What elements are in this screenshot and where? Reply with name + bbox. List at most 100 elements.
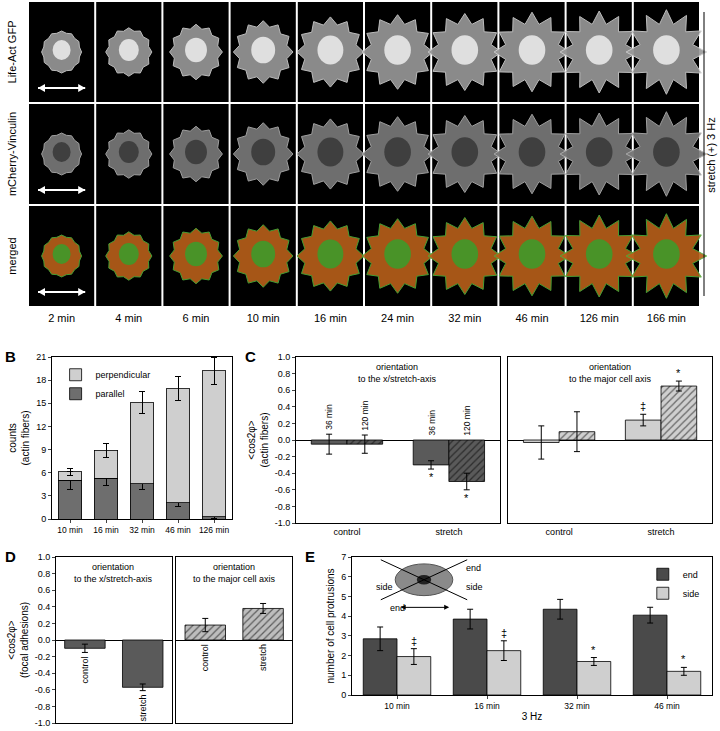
svg-text:merged: merged [6, 237, 18, 274]
svg-text:orientationto the major cell a: orientationto the major cell axis [569, 362, 652, 384]
svg-text:0.0: 0.0 [278, 435, 291, 445]
svg-text:3: 3 [341, 631, 346, 641]
svg-text:side: side [683, 589, 700, 599]
svg-text:A: A [5, 4, 16, 21]
svg-text:12: 12 [36, 422, 46, 432]
svg-text:0: 0 [41, 514, 46, 524]
svg-text:perpendicular: perpendicular [96, 370, 151, 380]
svg-text:stretch: stretch [138, 695, 148, 722]
svg-text:126 min: 126 min [199, 525, 230, 535]
svg-text:stretch (+) 3 Hz: stretch (+) 3 Hz [705, 117, 717, 193]
svg-text:stretch: stretch [258, 644, 268, 671]
svg-text:side: side [466, 582, 483, 592]
svg-text:4: 4 [341, 611, 346, 621]
svg-text:orientationto the x/stretch-ax: orientationto the x/stretch-axis [358, 362, 437, 384]
svg-text:0.8: 0.8 [278, 369, 291, 379]
svg-text:6: 6 [341, 572, 346, 582]
svg-text:120 min: 120 min [462, 405, 472, 436]
svg-text:166 min: 166 min [647, 312, 686, 324]
svg-text:0.6: 0.6 [278, 385, 291, 395]
svg-text:0.2: 0.2 [38, 619, 51, 629]
svg-text:16 min: 16 min [93, 525, 119, 535]
svg-text:10 min: 10 min [247, 312, 280, 324]
svg-text:mCherry-Vinculin: mCherry-Vinculin [6, 112, 18, 196]
svg-text:*: * [681, 653, 686, 665]
svg-text:-0.8: -0.8 [275, 502, 291, 512]
svg-text:5: 5 [341, 592, 346, 602]
svg-text:<cos2φ>(actin fibers): <cos2φ>(actin fibers) [246, 412, 270, 467]
svg-text:-1.0: -1.0 [35, 718, 51, 728]
svg-text:-0.4: -0.4 [35, 668, 51, 678]
svg-text:3 Hz: 3 Hz [522, 711, 543, 722]
svg-text:<cos2φ>(focal adhesions): <cos2φ>(focal adhesions) [6, 602, 30, 678]
svg-text:*: * [429, 471, 434, 483]
svg-text:1: 1 [341, 670, 346, 680]
svg-text:4 min: 4 min [115, 312, 142, 324]
svg-text:46 min: 46 min [515, 312, 548, 324]
svg-text:-0.6: -0.6 [275, 485, 291, 495]
svg-text:36 min: 36 min [427, 410, 437, 436]
svg-text:orientationto the major cell a: orientationto the major cell axis [193, 562, 276, 584]
svg-text:D: D [5, 548, 16, 565]
svg-text:number of cell protrusions: number of cell protrusions [325, 568, 336, 683]
svg-text:0: 0 [341, 690, 346, 700]
svg-text:46 min: 46 min [654, 701, 680, 711]
svg-text:32 min: 32 min [129, 525, 155, 535]
svg-text:10 min: 10 min [57, 525, 83, 535]
svg-text:1.0: 1.0 [278, 352, 291, 362]
svg-text:‡: ‡ [411, 635, 417, 647]
svg-text:control: control [80, 657, 90, 684]
svg-text:-0.4: -0.4 [275, 468, 291, 478]
svg-text:‡: ‡ [640, 400, 646, 412]
svg-text:1.0: 1.0 [38, 552, 51, 562]
svg-text:*: * [676, 367, 681, 379]
svg-text:E: E [305, 548, 315, 565]
svg-text:0.0: 0.0 [38, 635, 51, 645]
svg-text:control: control [546, 527, 573, 537]
svg-text:24 min: 24 min [381, 312, 414, 324]
svg-text:32 min: 32 min [448, 312, 481, 324]
svg-text:‡: ‡ [501, 627, 507, 639]
svg-text:counts(actin fibers): counts(actin fibers) [7, 410, 31, 465]
svg-text:21: 21 [36, 352, 46, 362]
svg-text:stretch: stretch [648, 527, 675, 537]
svg-text:6: 6 [41, 468, 46, 478]
svg-text:*: * [464, 492, 469, 504]
svg-text:15: 15 [36, 398, 46, 408]
svg-text:end: end [683, 570, 698, 580]
svg-text:0.4: 0.4 [278, 402, 291, 412]
svg-text:32 min: 32 min [564, 701, 590, 711]
svg-text:2 min: 2 min [48, 312, 75, 324]
svg-text:control: control [333, 527, 360, 537]
svg-text:7: 7 [341, 552, 346, 562]
svg-text:parallel: parallel [96, 389, 125, 399]
svg-text:126 min: 126 min [580, 312, 619, 324]
svg-text:-0.2: -0.2 [35, 652, 51, 662]
svg-text:orientationto the x/stretch-ax: orientationto the x/stretch-axis [74, 562, 153, 584]
svg-text:0.8: 0.8 [38, 569, 51, 579]
svg-text:36 min: 36 min [324, 404, 334, 430]
svg-text:Life-Act GFP: Life-Act GFP [6, 21, 18, 84]
svg-text:3: 3 [41, 491, 46, 501]
svg-text:2: 2 [341, 651, 346, 661]
svg-text:B: B [5, 348, 16, 365]
svg-text:46 min: 46 min [165, 525, 191, 535]
svg-text:-1.0: -1.0 [275, 518, 291, 528]
svg-text:end: end [466, 563, 481, 573]
svg-text:16 min: 16 min [314, 312, 347, 324]
svg-text:-0.8: -0.8 [35, 702, 51, 712]
svg-text:16 min: 16 min [474, 701, 500, 711]
svg-text:side: side [376, 582, 393, 592]
svg-text:120 min: 120 min [360, 400, 370, 431]
svg-text:18: 18 [36, 375, 46, 385]
svg-text:0.2: 0.2 [278, 419, 291, 429]
svg-text:10 min: 10 min [384, 701, 410, 711]
svg-text:6 min: 6 min [183, 312, 210, 324]
svg-text:control: control [200, 644, 210, 671]
svg-text:end: end [390, 603, 405, 613]
svg-text:0.4: 0.4 [38, 602, 51, 612]
svg-text:9: 9 [41, 445, 46, 455]
svg-text:stretch: stretch [435, 527, 462, 537]
svg-text:*: * [591, 644, 596, 656]
svg-text:C: C [245, 348, 256, 365]
